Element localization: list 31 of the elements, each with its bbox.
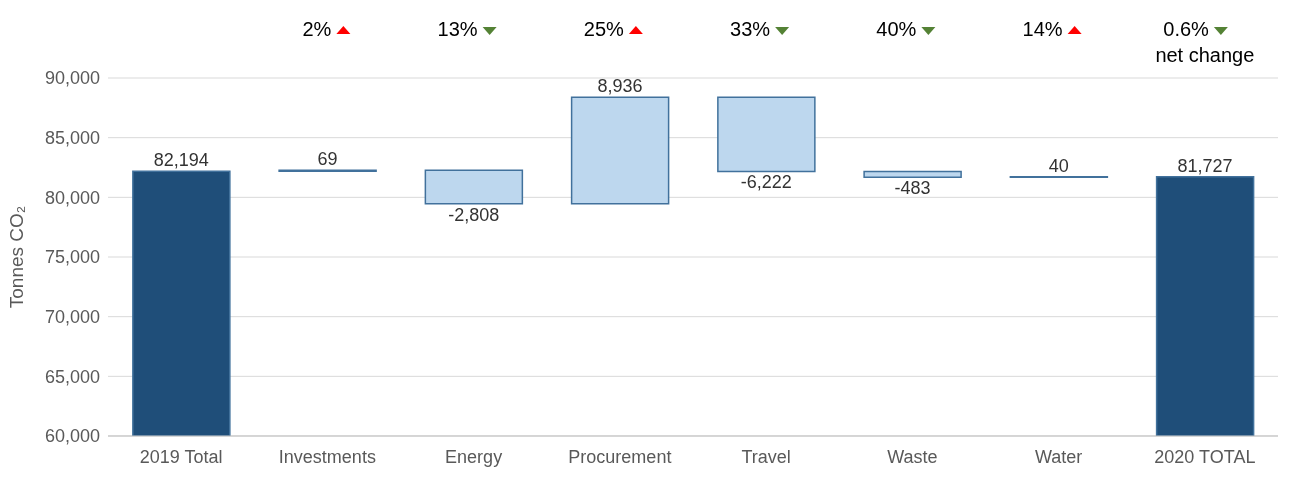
y-tick-label: 70,000 <box>44 307 100 328</box>
text: 13% <box>437 18 478 40</box>
y-axis-title: Tonnes CO₂ <box>5 205 27 309</box>
x-tick-label: Energy <box>445 446 503 467</box>
text: 40% <box>876 18 917 40</box>
x-tick-label: Travel <box>741 446 791 467</box>
x-tick-label: 2019 Total <box>139 446 223 467</box>
y-tick-label: 85,000 <box>44 128 100 149</box>
x-tick-label: Water <box>1034 446 1083 467</box>
data-label: -6,222 <box>740 172 792 193</box>
x-tick-label: Procurement <box>568 446 672 467</box>
text: 14% <box>1022 18 1063 40</box>
text: 25% <box>583 18 625 40</box>
data-label: 69 <box>317 149 338 170</box>
data-label: 40 <box>1048 155 1069 176</box>
text: 2% <box>302 18 332 40</box>
text: 33% <box>730 18 771 40</box>
text: 0.6% net change <box>1155 18 1255 66</box>
y-tick-label: 75,000 <box>44 247 100 268</box>
data-label: -483 <box>894 178 931 199</box>
y-tick-label: 65,000 <box>44 366 100 387</box>
x-tick-label: Waste <box>887 446 938 467</box>
data-label: -2,808 <box>448 204 500 225</box>
y-tick-label: 80,000 <box>44 187 100 208</box>
y-tick-label: 60,000 <box>44 426 100 447</box>
x-tick-label: 2020 TOTAL <box>1154 446 1256 467</box>
data-label: 8,936 <box>597 76 643 97</box>
data-label: 82,194 <box>153 150 209 171</box>
x-tick-label: Investments <box>278 446 376 467</box>
data-label: 81,727 <box>1177 155 1233 176</box>
y-tick-label: 90,000 <box>44 68 100 89</box>
